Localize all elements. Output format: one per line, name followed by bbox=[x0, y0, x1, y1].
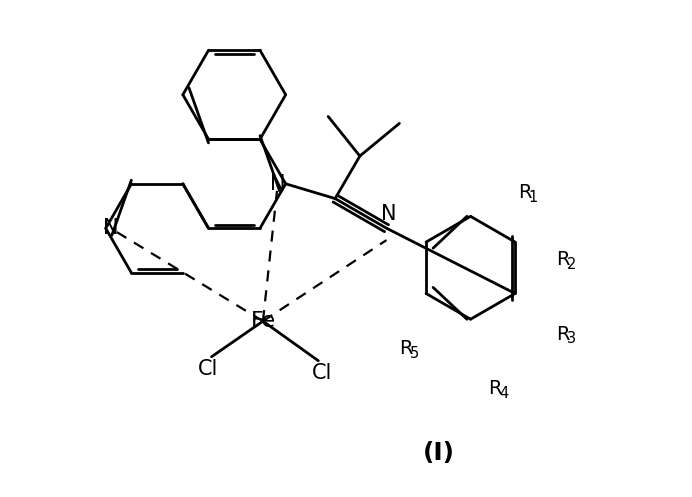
Text: (I): (I) bbox=[423, 441, 455, 465]
Text: Cl: Cl bbox=[312, 363, 332, 383]
Text: N: N bbox=[103, 218, 118, 239]
Text: 2: 2 bbox=[567, 257, 576, 272]
Text: 1: 1 bbox=[529, 190, 538, 205]
Text: R: R bbox=[518, 183, 531, 202]
Text: N: N bbox=[270, 174, 286, 194]
Text: Cl: Cl bbox=[197, 359, 218, 379]
Text: N: N bbox=[381, 204, 397, 224]
Text: R: R bbox=[556, 325, 569, 343]
Text: 4: 4 bbox=[499, 386, 509, 401]
Text: 5: 5 bbox=[410, 346, 419, 361]
Text: R: R bbox=[556, 250, 569, 269]
Text: R: R bbox=[489, 379, 502, 398]
Text: 3: 3 bbox=[567, 331, 576, 346]
Text: R: R bbox=[399, 339, 413, 358]
Text: Fe: Fe bbox=[251, 311, 275, 331]
